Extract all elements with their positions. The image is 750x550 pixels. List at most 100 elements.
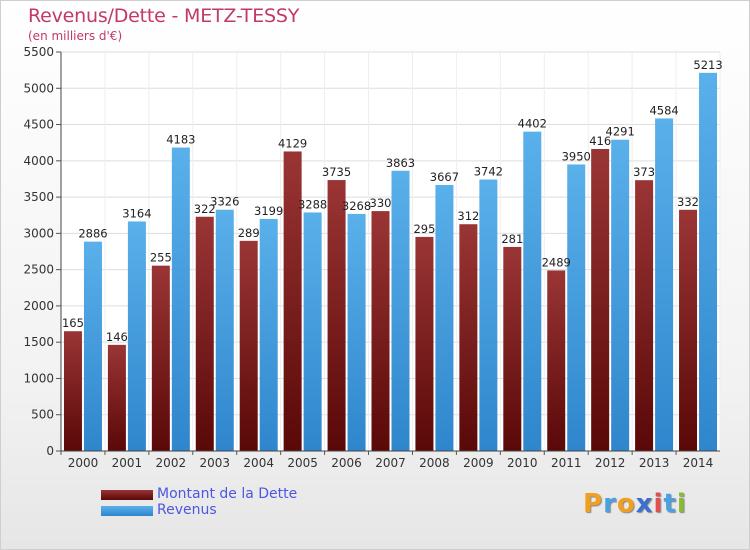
bar-revenus — [479, 179, 498, 451]
x-tick-label: 2008 — [419, 456, 450, 470]
y-tick-label: 5000 — [23, 81, 54, 95]
data-label-dette: 330 — [370, 196, 392, 210]
data-label-dette: 255 — [150, 251, 172, 265]
data-label-revenus: 4402 — [518, 117, 547, 131]
x-tick-label: 2009 — [463, 456, 494, 470]
data-label-dette: 289 — [238, 226, 260, 240]
bar-dette — [371, 211, 390, 451]
plot-area — [61, 52, 720, 451]
data-label-dette: 4129 — [278, 136, 307, 150]
bar-revenus — [523, 131, 542, 451]
y-tick-label: 5500 — [23, 45, 54, 59]
data-label-dette: 146 — [106, 330, 128, 344]
y-tick-label: 1500 — [23, 335, 54, 349]
bar-revenus — [435, 184, 454, 451]
bar-revenus — [567, 164, 586, 452]
data-label-revenus: 4584 — [649, 103, 678, 117]
data-label-revenus: 3164 — [122, 206, 151, 220]
y-tick-label: 500 — [31, 408, 54, 422]
bar-dette — [239, 240, 258, 451]
data-label-revenus: 3863 — [386, 156, 415, 170]
data-label-revenus: 2886 — [78, 227, 107, 241]
x-tick-label: 2001 — [112, 456, 143, 470]
bar-revenus — [127, 221, 146, 451]
chart-title: Revenus/Dette - METZ-TESSY — [28, 5, 300, 27]
bar-dette — [327, 180, 346, 451]
chart-subtitle: (en milliers d'€) — [28, 29, 123, 43]
bar-revenus — [259, 218, 278, 451]
bar-dette — [283, 151, 302, 451]
logo-letter: x — [635, 489, 654, 519]
data-label-dette: 416 — [589, 134, 611, 148]
bar-revenus — [655, 118, 674, 452]
bar-dette — [679, 209, 698, 451]
data-label-revenus: 3667 — [430, 170, 459, 184]
data-label-revenus: 3742 — [474, 165, 503, 179]
x-tick-label: 2014 — [683, 456, 714, 470]
x-tick-label: 2013 — [639, 456, 670, 470]
data-label-dette: 2489 — [542, 255, 571, 269]
x-tick-label: 2006 — [331, 456, 362, 470]
data-label-dette: 312 — [457, 209, 479, 223]
logo-letter: r — [603, 489, 617, 519]
data-label-revenus: 3288 — [298, 197, 327, 211]
data-label-revenus: 3950 — [562, 149, 591, 163]
bar-revenus — [83, 241, 102, 451]
legend-swatch-dette — [101, 490, 153, 500]
logo-letter: P — [583, 489, 604, 519]
data-label-revenus: 5213 — [693, 58, 722, 72]
data-label-revenus: 3268 — [342, 199, 371, 213]
y-tick-label: 4000 — [23, 154, 54, 168]
logo-letter: t — [663, 489, 677, 519]
y-tick-label: 3500 — [23, 190, 54, 204]
data-label-dette: 332 — [677, 195, 699, 209]
bar-dette — [195, 216, 214, 451]
x-tick-label: 2003 — [199, 456, 230, 470]
x-tick-label: 2005 — [287, 456, 318, 470]
bar-revenus — [347, 213, 366, 451]
y-tick-label: 3000 — [23, 226, 54, 240]
proxiti-logo: Proxiti — [583, 489, 687, 519]
x-tick-label: 2007 — [375, 456, 406, 470]
logo-letter: i — [653, 489, 664, 519]
data-label-revenus: 4183 — [166, 133, 195, 147]
y-tick-label: 4500 — [23, 118, 54, 132]
data-label-dette: 373 — [633, 165, 655, 179]
data-label-dette: 322 — [194, 202, 216, 216]
bar-revenus — [303, 212, 322, 451]
bar-dette — [415, 236, 434, 451]
y-tick-label: 2500 — [23, 263, 54, 277]
bar-revenus — [611, 139, 630, 451]
data-label-revenus: 3326 — [210, 195, 239, 209]
bar-dette — [503, 246, 522, 451]
legend-label-dette: Montant de la Dette — [157, 486, 298, 502]
x-tick-label: 2000 — [68, 456, 99, 470]
bar-dette — [635, 180, 654, 452]
data-label-dette: 281 — [501, 232, 523, 246]
logo-letter: i — [676, 489, 687, 519]
data-label-dette: 165 — [62, 316, 84, 330]
bar-revenus — [215, 209, 234, 451]
x-tick-label: 2002 — [156, 456, 187, 470]
bar-dette — [107, 344, 126, 451]
bar-dette — [459, 224, 478, 451]
bar-dette — [591, 148, 610, 451]
bar-revenus — [391, 170, 410, 452]
legend-label-revenus: Revenus — [157, 502, 217, 518]
bar-dette — [63, 331, 82, 451]
bar-revenus — [699, 72, 718, 451]
bar-revenus — [171, 147, 190, 451]
x-tick-label: 2010 — [507, 456, 538, 470]
data-label-revenus: 3199 — [254, 204, 283, 218]
x-tick-label: 2012 — [595, 456, 626, 470]
data-label-revenus: 4291 — [606, 125, 635, 139]
logo-letter: o — [616, 489, 636, 519]
y-tick-label: 0 — [46, 444, 54, 458]
x-tick-label: 2011 — [551, 456, 582, 470]
bar-dette — [547, 270, 566, 451]
data-label-dette: 295 — [413, 222, 435, 236]
y-tick-label: 2000 — [23, 299, 54, 313]
data-label-dette: 3735 — [322, 165, 351, 179]
